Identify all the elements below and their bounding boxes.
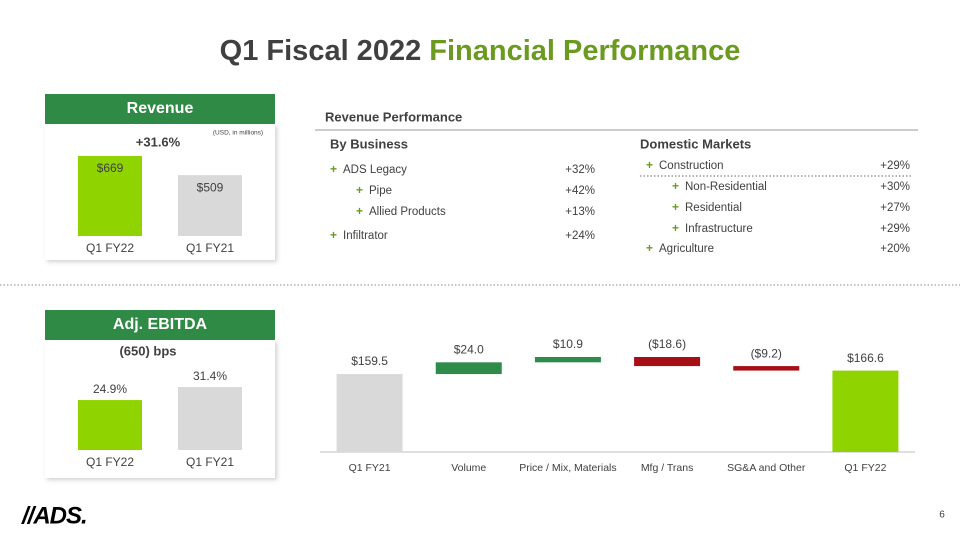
- row-label: Construction: [659, 160, 724, 172]
- row-label: Infiltrator: [343, 230, 388, 242]
- row-label: Infrastructure: [685, 223, 753, 235]
- annotation: +31.6%: [136, 134, 181, 149]
- chart-title: Adj. EBITDA: [113, 316, 208, 333]
- bullet: +: [356, 183, 363, 197]
- row-value: +29%: [880, 160, 910, 172]
- x-tick-label: Q1 FY22: [844, 462, 886, 474]
- slide-title: Q1 Fiscal 2022 Financial Performance: [220, 35, 741, 67]
- value-label: 24.9%: [93, 382, 127, 396]
- bar: [435, 362, 502, 375]
- row-value: +24%: [565, 230, 595, 242]
- bar: [634, 357, 701, 367]
- note: (USD, in millions): [213, 130, 263, 137]
- row-label: ADS Legacy: [343, 164, 407, 176]
- row-value: +20%: [880, 243, 910, 255]
- table-title: Revenue Performance: [325, 109, 462, 124]
- value-label: $24.0: [454, 342, 484, 356]
- row-label: Agriculture: [659, 243, 714, 255]
- x-tick-label: Q1 FY22: [86, 241, 134, 255]
- column-heading: By Business: [330, 136, 408, 151]
- bullet: +: [672, 200, 679, 214]
- row-value: +27%: [880, 202, 910, 214]
- bar: [78, 156, 142, 236]
- value-label: 31.4%: [193, 369, 227, 383]
- revenue-header: [45, 94, 275, 124]
- bullet: +: [646, 241, 653, 255]
- title-main: Q1 Fiscal 2022: [220, 35, 422, 67]
- x-tick-label: Q1 FY21: [186, 241, 234, 255]
- title-highlight: Financial Performance: [429, 35, 740, 67]
- row-value: +42%: [565, 185, 595, 197]
- value-label: ($18.6): [648, 337, 686, 351]
- chart-title: Revenue: [127, 100, 194, 117]
- x-tick-label: Mfg / Trans: [641, 462, 694, 474]
- page-number: 6: [939, 510, 945, 521]
- row-label: Residential: [685, 202, 742, 214]
- ebitda-header: [45, 310, 275, 340]
- value-label: $166.6: [847, 351, 884, 365]
- value-label: $10.9: [553, 337, 583, 351]
- row-value: +30%: [880, 181, 910, 193]
- x-tick-label: Q1 FY21: [186, 455, 234, 469]
- x-tick-label: Q1 FY21: [349, 462, 391, 474]
- row-value: +13%: [565, 206, 595, 218]
- x-tick-label: Price / Mix, Materials: [519, 462, 616, 474]
- bullet: +: [646, 158, 653, 172]
- bar: [78, 400, 142, 450]
- bar: [733, 366, 800, 371]
- x-tick-label: Q1 FY22: [86, 455, 134, 469]
- bullet: +: [672, 179, 679, 193]
- bar: [832, 370, 899, 452]
- row-value: +29%: [880, 223, 910, 235]
- value-label: $669: [97, 161, 124, 175]
- bar: [178, 387, 242, 450]
- annotation: (650) bps: [119, 343, 176, 358]
- bar: [336, 374, 403, 452]
- row-value: +32%: [565, 164, 595, 176]
- bar: [534, 357, 601, 363]
- bullet: +: [356, 204, 363, 218]
- x-tick-label: Volume: [451, 462, 486, 474]
- x-tick-label: SG&A and Other: [727, 462, 806, 474]
- value-label: $159.5: [351, 354, 388, 368]
- value-label: $509: [197, 180, 224, 194]
- bar: [178, 175, 242, 236]
- row-label: Pipe: [369, 185, 392, 197]
- bullet: +: [330, 162, 337, 176]
- logo: //ADS.: [21, 502, 87, 529]
- row-label: Non-Residential: [685, 181, 767, 193]
- column-heading: Domestic Markets: [640, 136, 751, 151]
- bullet: +: [330, 228, 337, 242]
- bullet: +: [672, 221, 679, 235]
- row-label: Allied Products: [369, 206, 446, 218]
- value-label: ($9.2): [751, 346, 782, 360]
